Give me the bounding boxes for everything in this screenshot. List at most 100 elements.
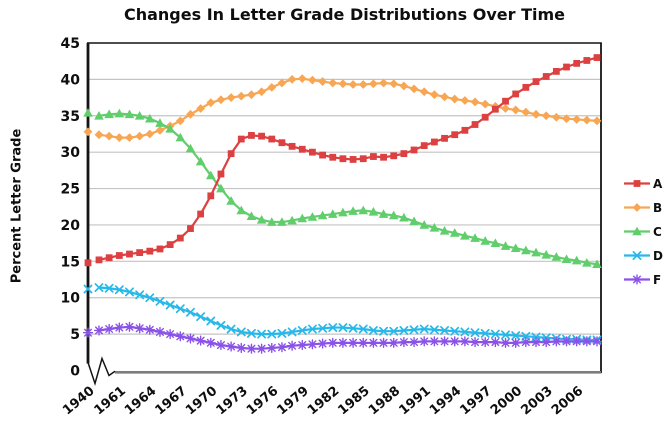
marker-square (410, 146, 418, 154)
x-tick-label: 1961 (92, 384, 129, 419)
x-tick-label: 1994 (427, 384, 464, 419)
marker-triangle (114, 108, 125, 118)
marker-x (409, 325, 419, 335)
marker-square (633, 180, 641, 187)
x-tick-label: 1985 (335, 384, 372, 419)
marker-x (348, 323, 358, 333)
marker-x (94, 283, 104, 292)
marker-triangle (419, 220, 430, 229)
marker-triangle (429, 223, 440, 232)
marker-asterisk (581, 336, 592, 347)
marker-diamond (145, 129, 155, 139)
marker-triangle (480, 236, 491, 245)
marker-triangle (632, 226, 642, 236)
marker-triangle (134, 110, 145, 120)
marker-asterisk (378, 337, 389, 348)
marker-diamond (267, 82, 277, 92)
marker-diamond (358, 80, 368, 89)
marker-triangle (124, 109, 135, 119)
marker-asterisk (459, 336, 470, 347)
marker-triangle (287, 215, 297, 225)
marker-triangle (358, 205, 369, 215)
marker-x (450, 326, 460, 336)
marker-square (309, 148, 316, 156)
marker-x (125, 287, 134, 297)
marker-asterisk (408, 337, 420, 348)
marker-triangle (277, 217, 287, 226)
marker-x (165, 300, 175, 310)
marker-x (358, 324, 368, 334)
marker-asterisk (490, 337, 501, 348)
x-tick-label: 1973 (213, 384, 250, 419)
marker-square (461, 126, 469, 134)
marker-square (115, 252, 123, 259)
marker-triangle (236, 205, 247, 215)
marker-triangle (317, 210, 328, 220)
marker-square (268, 135, 276, 143)
marker-square (126, 250, 133, 258)
marker-asterisk (561, 336, 572, 347)
marker-x (429, 325, 439, 335)
marker-triangle (195, 156, 206, 166)
marker-asterisk (175, 331, 186, 342)
marker-diamond (379, 78, 388, 88)
marker-triangle (226, 196, 236, 205)
marker-diamond (389, 79, 399, 89)
marker-square (542, 73, 550, 80)
y-tick-label: 0 (70, 364, 80, 380)
marker-square (136, 249, 144, 256)
legend-marker-D (624, 251, 650, 260)
marker-diamond (226, 93, 236, 102)
legend-marker-C (624, 226, 650, 236)
marker-x (257, 329, 267, 339)
marker-triangle (145, 113, 155, 123)
marker-x (145, 293, 155, 303)
marker-square (166, 241, 174, 248)
marker-triangle (409, 216, 419, 226)
marker-diamond (369, 79, 378, 89)
marker-triangle (327, 209, 338, 218)
marker-x (307, 324, 317, 334)
series-F (82, 321, 603, 354)
marker-triangle (175, 132, 186, 142)
marker-diamond (125, 133, 134, 143)
x-tick-label: 2000 (488, 384, 525, 419)
marker-diamond (348, 80, 358, 89)
marker-square (430, 138, 438, 146)
marker-square (400, 150, 408, 158)
marker-square (248, 132, 255, 139)
marker-diamond (429, 90, 439, 100)
marker-triangle (104, 109, 114, 119)
marker-diamond (155, 125, 165, 135)
legend-item-F: F (623, 273, 663, 286)
marker-square (207, 192, 215, 200)
x-tick-label: 1979 (274, 384, 311, 419)
marker-diamond (277, 78, 287, 88)
marker-triangle (460, 231, 470, 240)
marker-x (287, 327, 297, 337)
marker-x (318, 323, 328, 333)
axis-break-icon (87, 356, 116, 387)
marker-x (470, 328, 480, 338)
marker-square (552, 67, 560, 75)
marker-x (632, 251, 642, 260)
y-tick-label: 40 (61, 72, 81, 88)
marker-asterisk (287, 340, 298, 351)
marker-triangle (561, 254, 572, 263)
marker-x (368, 326, 378, 335)
marker-diamond (328, 78, 338, 88)
marker-x (175, 304, 185, 314)
marker-triangle (510, 243, 521, 253)
marker-triangle (155, 118, 165, 127)
marker-triangle (83, 108, 93, 117)
marker-square (593, 54, 601, 61)
marker-square (288, 142, 296, 150)
marker-square (197, 210, 205, 218)
marker-square (278, 139, 286, 147)
legend-item-D: D (623, 249, 663, 262)
marker-asterisk (439, 336, 450, 347)
marker-asterisk (388, 337, 399, 348)
marker-x (480, 328, 490, 338)
